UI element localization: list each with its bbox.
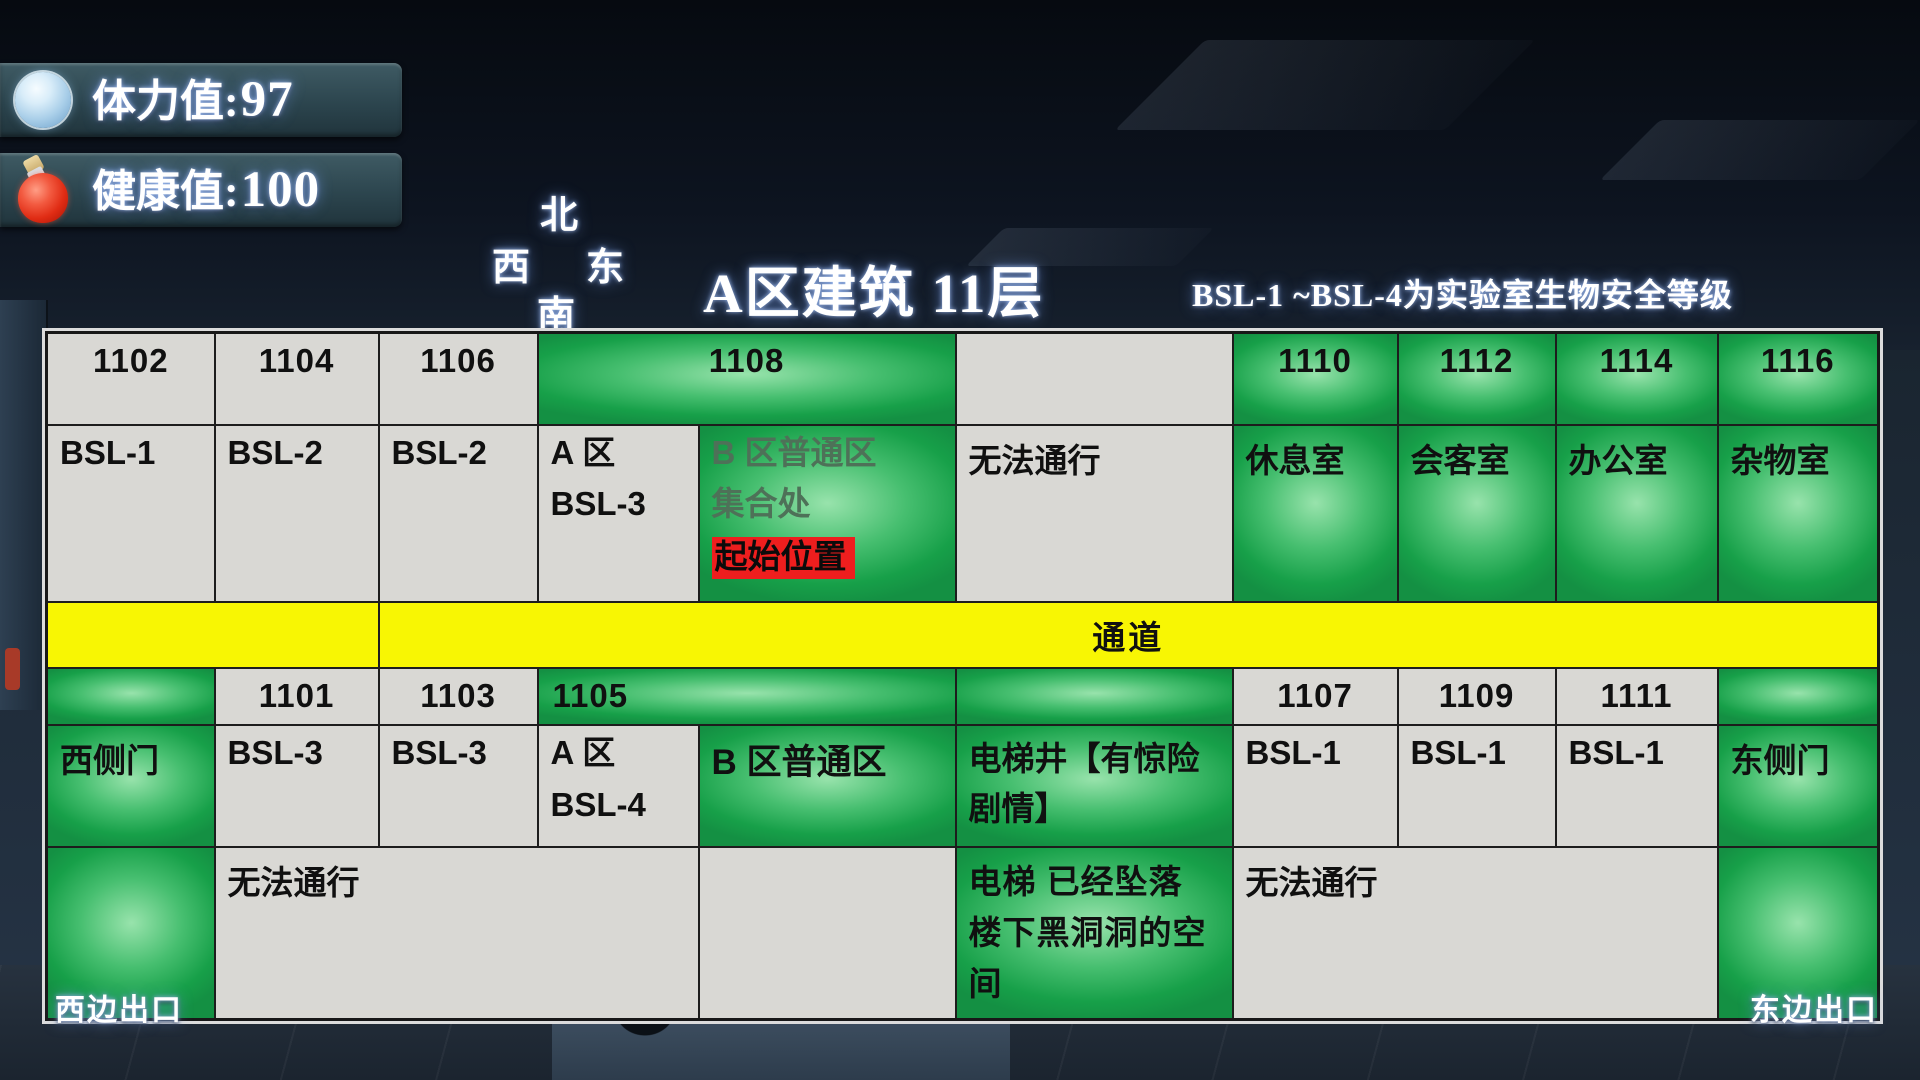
cell-1106-bsl: BSL-2 xyxy=(377,423,539,604)
compass: 北 西 东 南 xyxy=(480,184,650,337)
cell-storage-room: 杂物室 xyxy=(1716,423,1880,604)
cell-1108-area-a: A 区 BSL-3 xyxy=(536,423,700,604)
cell-1116-number: 1116 xyxy=(1716,331,1880,426)
stamina-orb-icon xyxy=(15,72,71,128)
cell-1106-number: 1106 xyxy=(377,331,539,426)
cell-1104-number: 1104 xyxy=(213,331,380,426)
east-exit-label: 东边出口 xyxy=(1750,994,1878,1027)
cell-west-door: 西侧门 xyxy=(45,724,216,849)
cell-1102-bsl: BSL-1 xyxy=(45,423,216,604)
cell-1114-number: 1114 xyxy=(1554,331,1719,426)
area-a-label: A 区 xyxy=(550,734,616,772)
health-label: 健康值: xyxy=(92,167,239,216)
cell-1101-bsl: BSL-3 xyxy=(213,724,380,849)
cell-1109-number: 1109 xyxy=(1396,667,1557,727)
cell-1112-number: 1112 xyxy=(1396,331,1557,426)
cell-1107-number: 1107 xyxy=(1231,667,1399,727)
cell-1105-number: 1105 xyxy=(536,667,957,727)
start-position-badge: 起始位置 xyxy=(711,537,855,580)
compass-north: 北 xyxy=(540,195,579,237)
cell-1109-bsl: BSL-1 xyxy=(1396,724,1557,849)
cell-elevator-shaft: 电梯井【有惊险剧情】 xyxy=(954,724,1234,849)
area-a-bsl: BSL-4 xyxy=(550,786,646,824)
compass-east: 东 xyxy=(586,247,625,289)
potion-body xyxy=(18,173,68,223)
cell-1105-area-a: A 区 BSL-4 xyxy=(536,724,700,849)
stamina-value: 97 xyxy=(240,72,294,128)
cell-east-door-bottom xyxy=(1716,846,1880,1021)
floor-map-table: 1102 1104 1106 1108 1110 1112 1114 1116 … xyxy=(42,328,1883,1024)
cell-1104-bsl: BSL-2 xyxy=(213,423,380,604)
cell-1103-number: 1103 xyxy=(377,667,539,727)
cell-1108-assembly: B 区普通区 集合处 起始位置 xyxy=(697,423,957,604)
corridor-cell: 通道 xyxy=(377,601,1880,670)
cell-west-door-bottom xyxy=(45,846,216,1021)
cell-1105-zone-b: B 区普通区 xyxy=(697,724,957,849)
cell-1110-number: 1110 xyxy=(1231,331,1399,426)
stamina-label: 体力值: xyxy=(92,77,239,126)
cell-blank-south-center xyxy=(697,846,957,1021)
assembly-label: 集合处 xyxy=(711,485,811,523)
stamina-text: 体力值:97 xyxy=(92,63,294,137)
area-a-bsl: BSL-3 xyxy=(550,485,646,523)
cell-rest-room: 休息室 xyxy=(1231,423,1399,604)
corridor-west-cell xyxy=(45,601,380,670)
cell-1108-number: 1108 xyxy=(536,331,957,426)
cell-east-door-top xyxy=(1716,667,1880,727)
stamina-bar: 体力值:97 xyxy=(0,63,402,137)
cell-1102-number: 1102 xyxy=(45,331,216,426)
health-potion-icon xyxy=(16,153,72,223)
cell-1111-number: 1111 xyxy=(1554,667,1719,727)
cell-blank-north-center xyxy=(954,331,1234,426)
cell-elevator-top xyxy=(954,667,1234,727)
cell-1107-bsl: BSL-1 xyxy=(1231,724,1399,849)
cell-impassable-southeast: 无法通行 xyxy=(1231,846,1719,1021)
cell-elevator-fallen: 电梯 已经坠落 楼下黑洞洞的空间 xyxy=(954,846,1234,1021)
compass-south: 南 xyxy=(537,295,576,337)
bsl-legend: BSL-1 ~BSL-4为实验室生物安全等级 xyxy=(1192,277,1733,313)
area-a-label: A 区 xyxy=(550,433,616,471)
cell-office-room: 办公室 xyxy=(1554,423,1719,604)
cell-impassable-north: 无法通行 xyxy=(954,423,1234,604)
health-text: 健康值:100 xyxy=(92,153,320,227)
cell-east-door: 东侧门 xyxy=(1716,724,1880,849)
compass-west: 西 xyxy=(492,247,531,289)
cell-meeting-room: 会客室 xyxy=(1396,423,1557,604)
cell-west-door-top xyxy=(45,667,216,727)
cell-1111-bsl: BSL-1 xyxy=(1554,724,1719,849)
cell-1101-number: 1101 xyxy=(213,667,380,727)
west-exit-label: 西边出口 xyxy=(55,994,183,1027)
page-title: A区建筑 11层 xyxy=(703,263,1045,324)
health-bar: 健康值:100 xyxy=(0,153,402,227)
zone-b-label: B 区普通区 xyxy=(711,433,877,471)
health-value: 100 xyxy=(240,162,321,218)
cell-impassable-southwest: 无法通行 xyxy=(213,846,700,1021)
bg-fire-extinguisher xyxy=(5,648,20,690)
cell-1103-bsl: BSL-3 xyxy=(377,724,539,849)
